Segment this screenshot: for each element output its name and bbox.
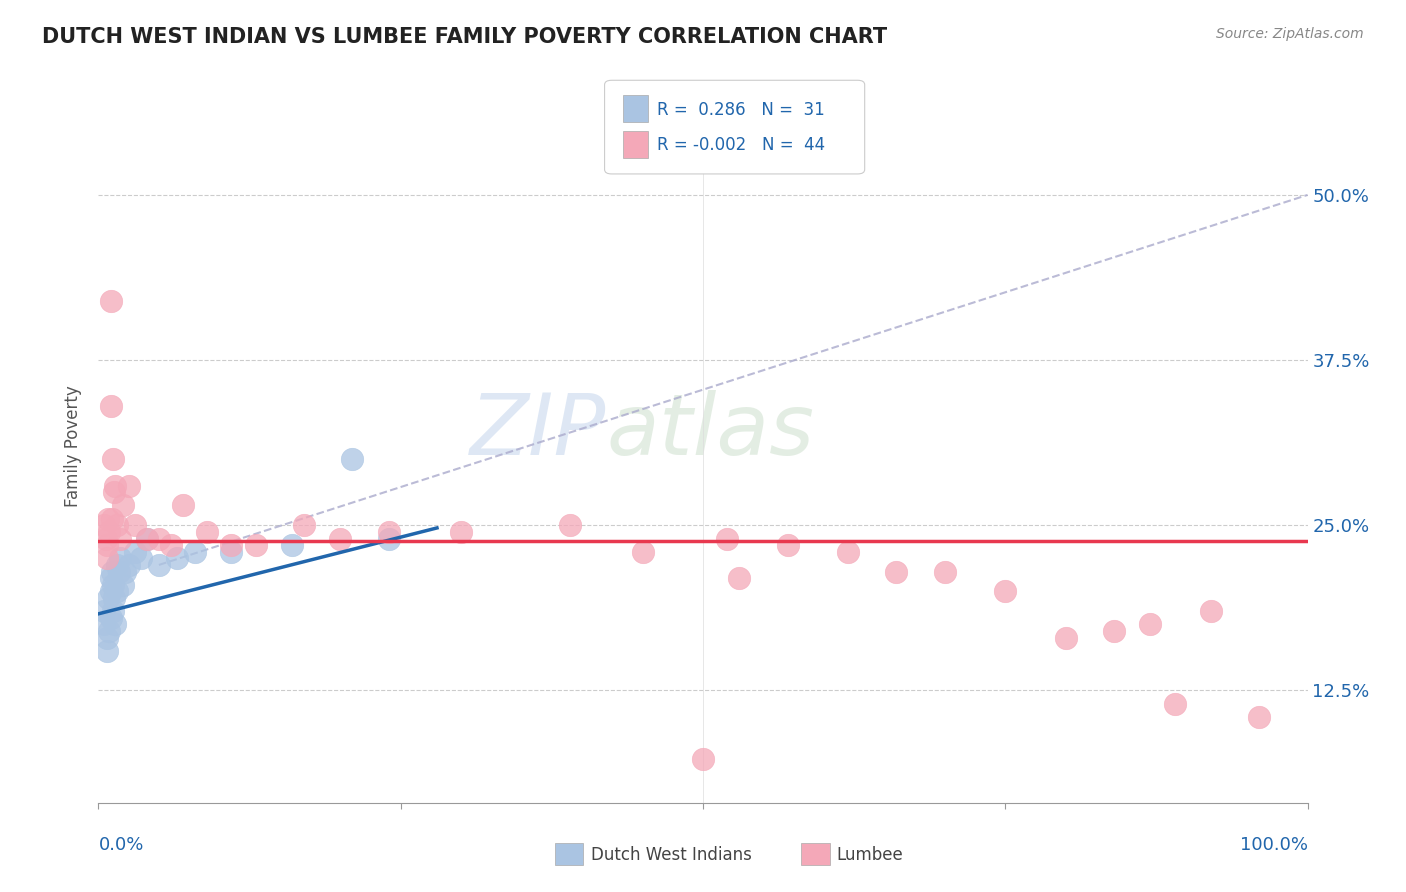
Text: DUTCH WEST INDIAN VS LUMBEE FAMILY POVERTY CORRELATION CHART: DUTCH WEST INDIAN VS LUMBEE FAMILY POVER… bbox=[42, 27, 887, 46]
Point bbox=[104, 478, 127, 492]
Point bbox=[631, 545, 654, 559]
Point bbox=[450, 524, 472, 539]
Point bbox=[100, 511, 122, 525]
Point bbox=[342, 452, 364, 467]
Point bbox=[100, 400, 122, 414]
Y-axis label: Family Poverty: Family Poverty bbox=[65, 385, 83, 507]
Point bbox=[245, 538, 267, 552]
Point bbox=[1163, 697, 1185, 711]
Point bbox=[93, 518, 115, 533]
Point bbox=[1199, 604, 1222, 618]
Point bbox=[118, 558, 141, 572]
Point bbox=[124, 545, 146, 559]
Point bbox=[98, 524, 121, 539]
Point bbox=[101, 452, 124, 467]
Point bbox=[101, 578, 124, 592]
Point bbox=[172, 499, 194, 513]
Point bbox=[221, 538, 243, 552]
Point bbox=[377, 524, 399, 539]
Point bbox=[101, 604, 124, 618]
Point bbox=[96, 538, 118, 552]
Point bbox=[716, 532, 738, 546]
Point bbox=[377, 532, 399, 546]
Text: R = -0.002   N =  44: R = -0.002 N = 44 bbox=[657, 136, 825, 154]
Point bbox=[148, 558, 170, 572]
Point bbox=[776, 538, 799, 552]
Text: 100.0%: 100.0% bbox=[1240, 836, 1308, 854]
Point bbox=[111, 578, 134, 592]
Point bbox=[108, 532, 131, 546]
Point bbox=[1249, 710, 1271, 724]
Point bbox=[166, 551, 188, 566]
Text: 0.0%: 0.0% bbox=[98, 836, 143, 854]
Point bbox=[135, 532, 157, 546]
Point bbox=[118, 478, 141, 492]
Point bbox=[221, 545, 243, 559]
Point bbox=[1139, 617, 1161, 632]
Text: Source: ZipAtlas.com: Source: ZipAtlas.com bbox=[1216, 27, 1364, 41]
Point bbox=[105, 584, 128, 599]
Point bbox=[1102, 624, 1125, 638]
Point bbox=[886, 565, 908, 579]
Text: atlas: atlas bbox=[606, 390, 814, 474]
Point bbox=[692, 752, 714, 766]
Point bbox=[103, 591, 125, 605]
Point bbox=[98, 624, 121, 638]
Point bbox=[108, 565, 131, 579]
Point bbox=[837, 545, 859, 559]
Point bbox=[100, 571, 122, 585]
Point bbox=[934, 565, 956, 579]
Point bbox=[105, 558, 128, 572]
Point bbox=[100, 584, 122, 599]
Point bbox=[994, 584, 1017, 599]
Point bbox=[292, 518, 315, 533]
Point bbox=[96, 644, 118, 658]
Point bbox=[100, 293, 122, 308]
Text: Lumbee: Lumbee bbox=[837, 846, 903, 863]
Point bbox=[558, 518, 581, 533]
Point bbox=[329, 532, 352, 546]
Point bbox=[184, 545, 207, 559]
Point bbox=[103, 485, 125, 500]
Point bbox=[97, 511, 120, 525]
Point bbox=[93, 604, 115, 618]
Point bbox=[135, 532, 157, 546]
Point bbox=[104, 617, 127, 632]
Point bbox=[160, 538, 183, 552]
Point bbox=[114, 565, 136, 579]
Point bbox=[1054, 631, 1077, 645]
Point bbox=[728, 571, 751, 585]
Point bbox=[105, 518, 128, 533]
Point bbox=[96, 551, 118, 566]
Point bbox=[148, 532, 170, 546]
Point bbox=[108, 551, 131, 566]
Point bbox=[94, 532, 117, 546]
Point bbox=[111, 499, 134, 513]
Text: ZIP: ZIP bbox=[470, 390, 606, 474]
Point bbox=[281, 538, 304, 552]
Text: Dutch West Indians: Dutch West Indians bbox=[591, 846, 751, 863]
Point bbox=[97, 591, 120, 605]
Point bbox=[195, 524, 218, 539]
Point bbox=[96, 631, 118, 645]
Point bbox=[129, 551, 152, 566]
Text: R =  0.286   N =  31: R = 0.286 N = 31 bbox=[657, 101, 824, 119]
Point bbox=[100, 611, 122, 625]
Point bbox=[124, 518, 146, 533]
Point bbox=[93, 617, 115, 632]
Point bbox=[100, 565, 122, 579]
